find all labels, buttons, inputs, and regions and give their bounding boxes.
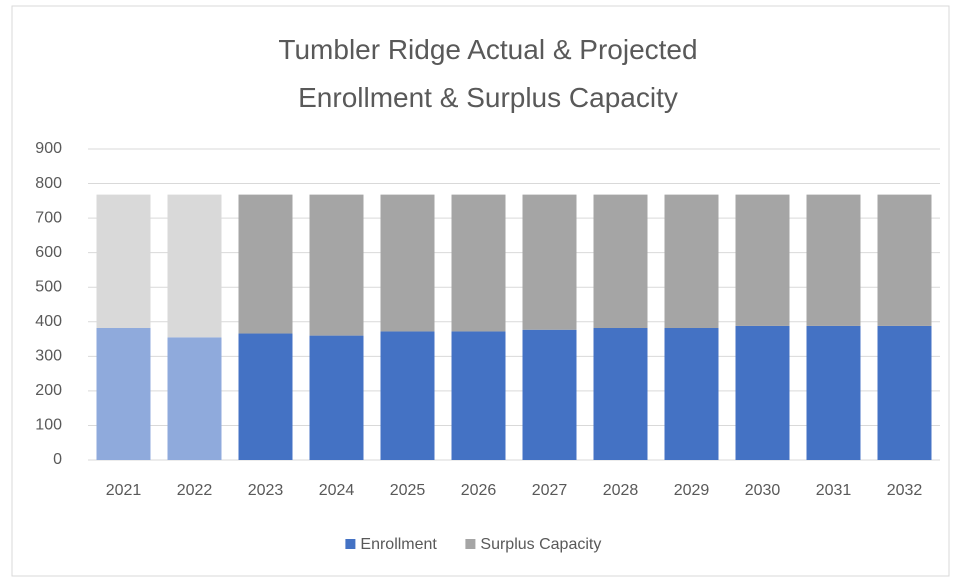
x-tick-label: 2023 bbox=[248, 482, 284, 499]
y-tick-label: 600 bbox=[35, 244, 62, 261]
x-tick-label: 2029 bbox=[674, 482, 710, 499]
bar-segment bbox=[735, 194, 790, 326]
x-tick-label: 2032 bbox=[887, 482, 923, 499]
legend-label: Surplus Capacity bbox=[480, 536, 601, 553]
bar-segment bbox=[877, 325, 932, 460]
bar-segment bbox=[96, 194, 151, 328]
x-tick-label: 2027 bbox=[532, 482, 568, 499]
y-tick-label: 400 bbox=[35, 313, 62, 330]
bar-segment bbox=[522, 194, 577, 330]
y-tick-label: 800 bbox=[35, 175, 62, 192]
y-tick-label: 700 bbox=[35, 209, 62, 226]
legend-swatch bbox=[345, 539, 356, 549]
y-tick-label: 100 bbox=[35, 417, 62, 434]
chart-title: Tumbler Ridge Actual & Projected Enrollm… bbox=[278, 34, 698, 113]
x-tick-label: 2028 bbox=[603, 482, 639, 499]
bar-segment bbox=[380, 194, 435, 332]
bar-segment bbox=[735, 325, 790, 460]
bar-segment bbox=[309, 335, 364, 460]
bar-segment bbox=[806, 325, 861, 460]
x-tick-label: 2026 bbox=[461, 482, 497, 499]
legend-label: Enrollment bbox=[360, 536, 437, 553]
bar-segment bbox=[664, 327, 719, 460]
bar-segment bbox=[806, 194, 861, 326]
y-tick-label: 300 bbox=[35, 348, 62, 365]
bar-segment bbox=[522, 329, 577, 460]
x-tick-label: 2022 bbox=[177, 482, 213, 499]
bar-segment bbox=[593, 194, 648, 328]
bar-segment bbox=[593, 327, 648, 460]
bar-segment bbox=[451, 194, 506, 332]
bar-segment bbox=[877, 194, 932, 326]
bar-segment bbox=[380, 331, 435, 460]
bar-segment bbox=[167, 194, 222, 338]
bar-segment bbox=[238, 194, 293, 334]
y-tick-label: 900 bbox=[35, 140, 62, 157]
legend-swatch bbox=[465, 539, 476, 549]
y-tick-label: 500 bbox=[35, 278, 62, 295]
bar-segment bbox=[167, 337, 222, 460]
x-tick-label: 2031 bbox=[816, 482, 852, 499]
bar-segment bbox=[451, 331, 506, 460]
y-tick-label: 0 bbox=[53, 451, 62, 468]
x-tick-label: 2025 bbox=[390, 482, 426, 499]
bar-segment bbox=[309, 194, 364, 336]
bar-segment bbox=[664, 194, 719, 328]
bar-segment bbox=[238, 333, 293, 460]
x-tick-label: 2021 bbox=[106, 482, 142, 499]
x-tick-label: 2030 bbox=[745, 482, 781, 499]
bar-segment bbox=[96, 327, 151, 460]
x-tick-label: 2024 bbox=[319, 482, 355, 499]
y-tick-label: 200 bbox=[35, 382, 62, 399]
